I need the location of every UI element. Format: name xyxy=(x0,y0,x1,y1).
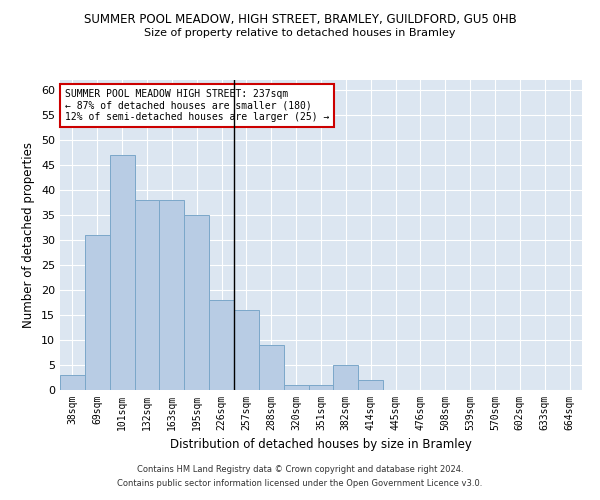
Bar xyxy=(334,365,358,390)
Text: SUMMER POOL MEADOW, HIGH STREET, BRAMLEY, GUILDFORD, GU5 0HB: SUMMER POOL MEADOW, HIGH STREET, BRAMLEY… xyxy=(83,12,517,26)
Bar xyxy=(184,215,209,390)
Bar xyxy=(110,155,134,390)
Bar xyxy=(284,385,308,390)
Bar xyxy=(134,200,160,390)
Y-axis label: Number of detached properties: Number of detached properties xyxy=(22,142,35,328)
Bar xyxy=(209,300,234,390)
Text: Size of property relative to detached houses in Bramley: Size of property relative to detached ho… xyxy=(144,28,456,38)
Text: Contains HM Land Registry data © Crown copyright and database right 2024.
Contai: Contains HM Land Registry data © Crown c… xyxy=(118,466,482,487)
Bar xyxy=(234,310,259,390)
Bar xyxy=(308,385,334,390)
Text: SUMMER POOL MEADOW HIGH STREET: 237sqm
← 87% of detached houses are smaller (180: SUMMER POOL MEADOW HIGH STREET: 237sqm ←… xyxy=(65,90,329,122)
Bar xyxy=(60,375,85,390)
X-axis label: Distribution of detached houses by size in Bramley: Distribution of detached houses by size … xyxy=(170,438,472,452)
Bar xyxy=(85,235,110,390)
Bar xyxy=(358,380,383,390)
Bar xyxy=(160,200,184,390)
Bar xyxy=(259,345,284,390)
